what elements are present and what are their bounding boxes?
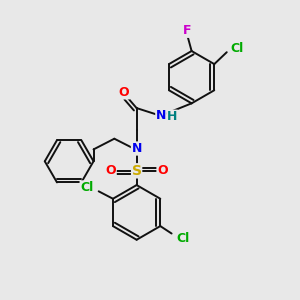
Text: H: H (167, 110, 178, 123)
Text: O: O (157, 164, 168, 177)
Text: N: N (131, 142, 142, 155)
Text: N: N (156, 109, 166, 122)
Text: F: F (183, 24, 191, 37)
Text: Cl: Cl (80, 181, 93, 194)
Text: O: O (119, 86, 130, 99)
Text: Cl: Cl (176, 232, 189, 245)
Text: S: S (132, 164, 142, 178)
Text: Cl: Cl (230, 42, 243, 55)
Text: O: O (106, 164, 116, 177)
